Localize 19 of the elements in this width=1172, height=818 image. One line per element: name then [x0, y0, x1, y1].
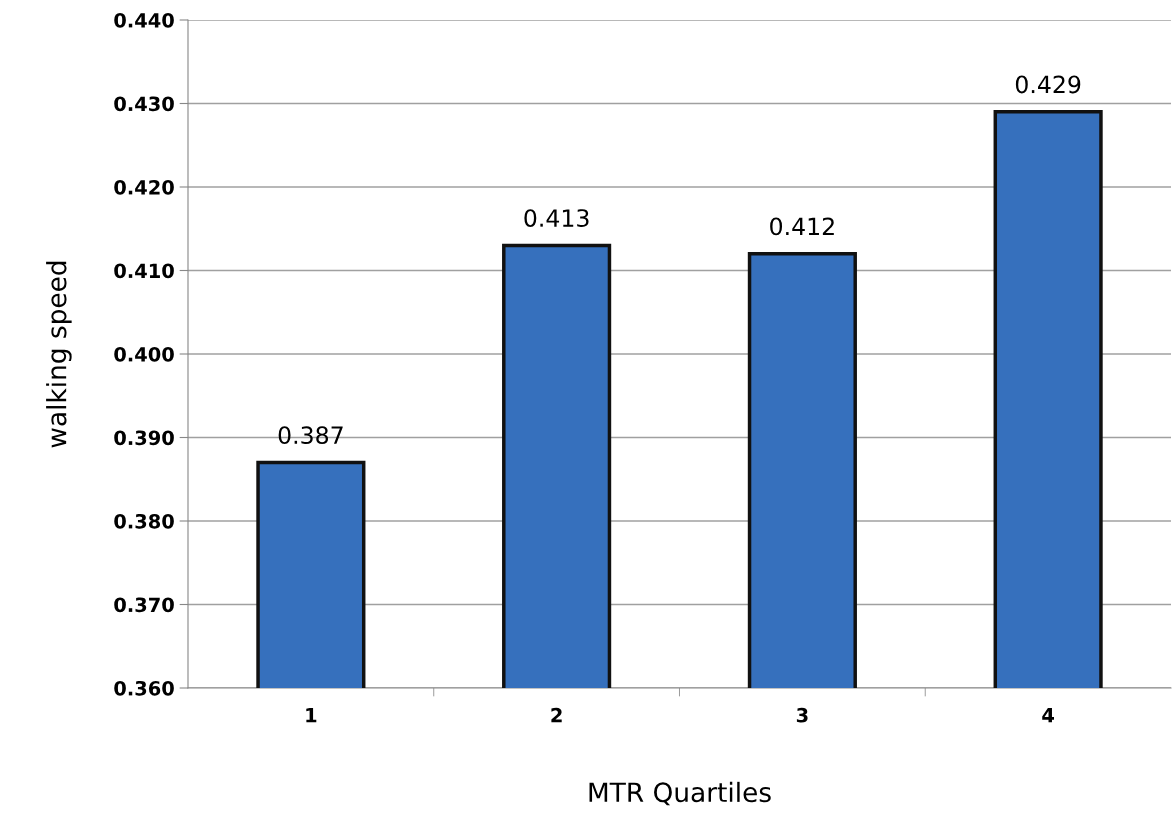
- y-tick-label: 0.410: [114, 263, 174, 279]
- x-axis-title: MTR Quartiles: [589, 781, 771, 806]
- x-tick-label: 3: [796, 707, 808, 723]
- data-label: 0.387: [278, 426, 343, 445]
- data-label: 0.413: [524, 209, 589, 227]
- x-tick-label: 2: [551, 707, 562, 723]
- y-axis-title: walking speed: [46, 261, 72, 448]
- y-tick-label: 0.380: [114, 513, 174, 529]
- y-tick-label: 0.420: [114, 179, 174, 195]
- y-tick-label: 0.400: [114, 346, 174, 362]
- x-tick-label: 1: [306, 708, 317, 723]
- data-label: 0.412: [770, 217, 834, 236]
- data-label: 0.429: [1015, 75, 1081, 94]
- y-tick-label: 0.430: [114, 96, 174, 112]
- y-tick-label: 0.360: [114, 680, 174, 696]
- y-tick-label: 0.390: [114, 430, 174, 446]
- y-tick-label: 0.370: [114, 597, 174, 613]
- y-tick-label: 0.440: [114, 12, 174, 28]
- x-tick-label: 4: [1042, 708, 1054, 723]
